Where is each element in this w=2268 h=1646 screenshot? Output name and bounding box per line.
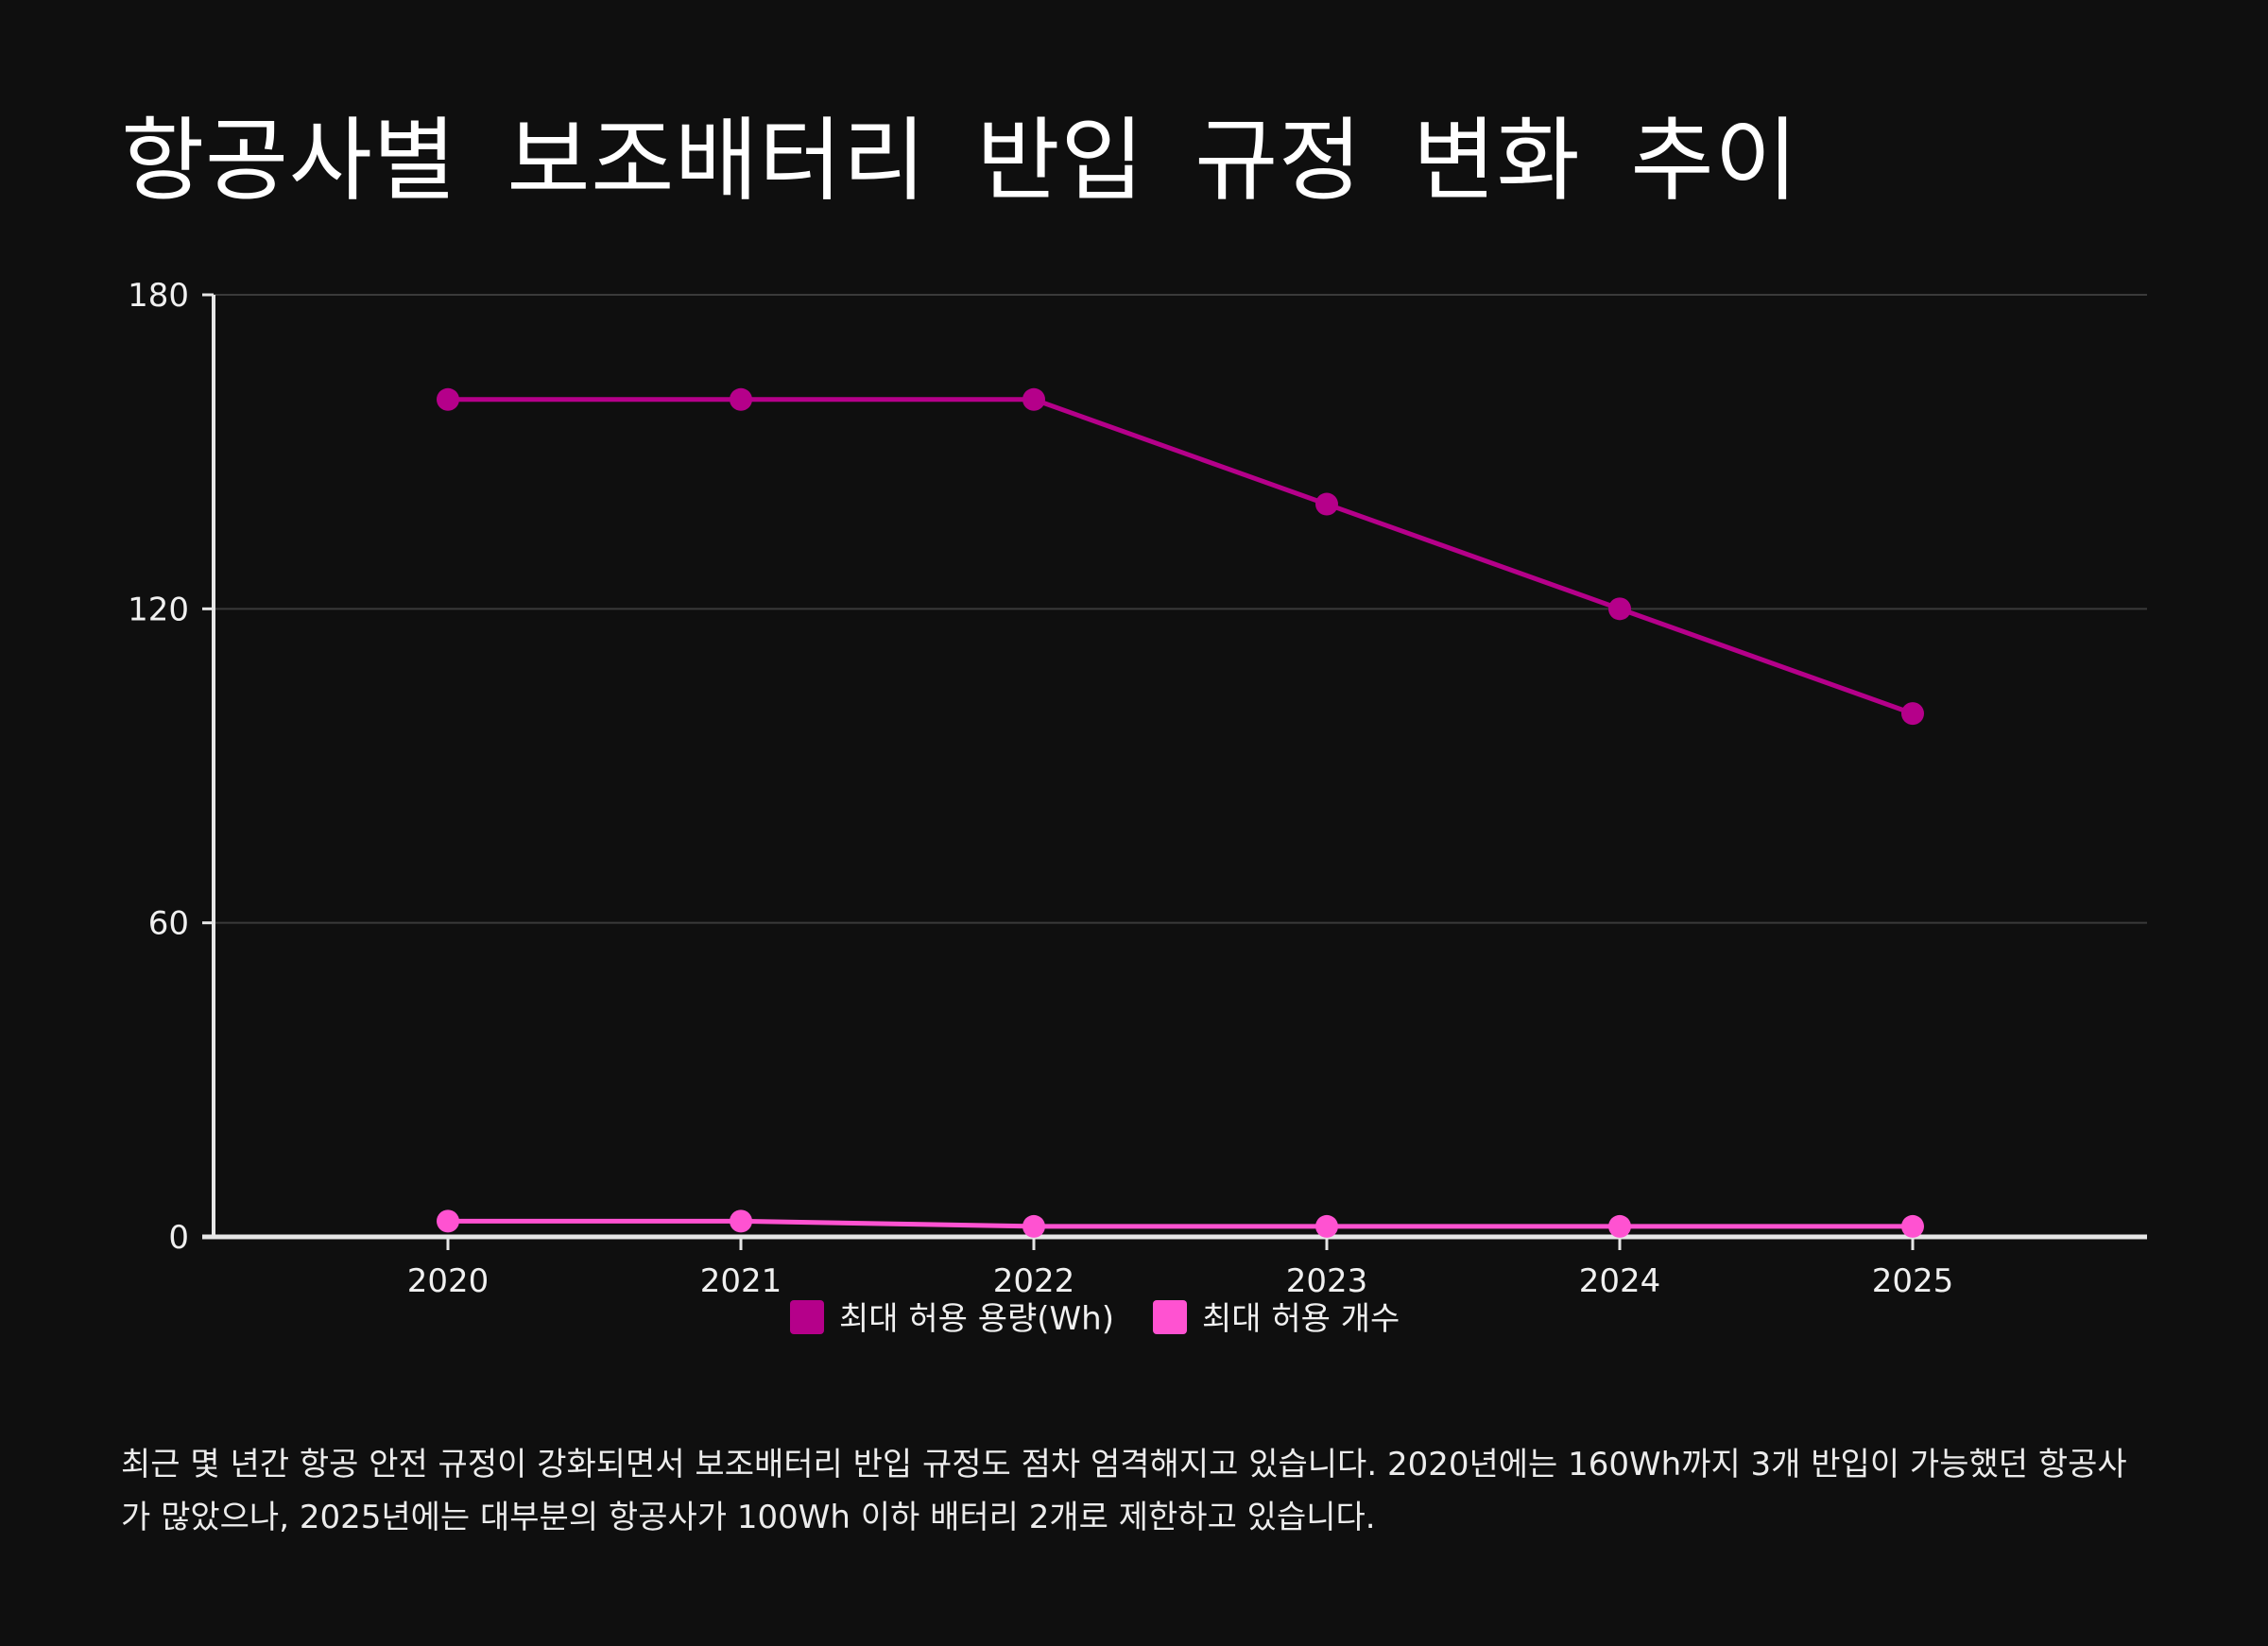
y-tick-label: 180 xyxy=(128,277,189,315)
chart-title: 항공사별 보조배터리 반입 규정 변화 추이 xyxy=(121,108,1799,214)
y-tick-label: 60 xyxy=(148,905,189,943)
data-point xyxy=(437,387,459,411)
data-point xyxy=(437,1209,459,1233)
x-axis: 2020 2021 2022 2023 2024 2025 xyxy=(202,1234,2147,1300)
data-point xyxy=(1608,597,1631,621)
chart-caption: 최근 몇 년간 항공 안전 규정이 강화되면서 보조배터리 반입 규정도 점차 … xyxy=(121,1446,2127,1536)
data-point xyxy=(1901,1214,1924,1238)
data-point xyxy=(1315,1214,1338,1238)
y-tick-label: 0 xyxy=(168,1219,189,1257)
x-tick-label: 2023 xyxy=(1286,1262,1368,1300)
data-point xyxy=(730,1209,752,1233)
data-point xyxy=(730,387,752,411)
legend: 최대 허용 용량(Wh) 최대 허용 개수 xyxy=(790,1300,1400,1338)
x-tick-label: 2020 xyxy=(407,1262,490,1300)
data-point xyxy=(1901,702,1924,726)
series-line-1 xyxy=(448,397,1914,716)
x-tick-label: 2024 xyxy=(1579,1262,1661,1300)
data-point xyxy=(1022,1214,1045,1238)
gridlines xyxy=(214,294,2147,924)
legend-swatch-1 xyxy=(790,1300,824,1334)
x-tick-label: 2025 xyxy=(1872,1262,1954,1300)
legend-label-2: 최대 허용 개수 xyxy=(1202,1300,1400,1338)
legend-label-1: 최대 허용 용량(Wh) xyxy=(839,1300,1114,1338)
y-tick-label: 120 xyxy=(128,591,189,628)
x-tick-label: 2021 xyxy=(700,1262,782,1300)
legend-swatch-2 xyxy=(1153,1300,1187,1334)
series-lines xyxy=(437,387,1924,1238)
series-line-2 xyxy=(448,1218,1913,1229)
x-tick-label: 2022 xyxy=(993,1262,1075,1300)
data-point xyxy=(1315,492,1338,516)
y-axis: 0 60 120 180 xyxy=(128,277,215,1257)
data-point xyxy=(1608,1214,1631,1238)
data-point xyxy=(1022,387,1045,411)
